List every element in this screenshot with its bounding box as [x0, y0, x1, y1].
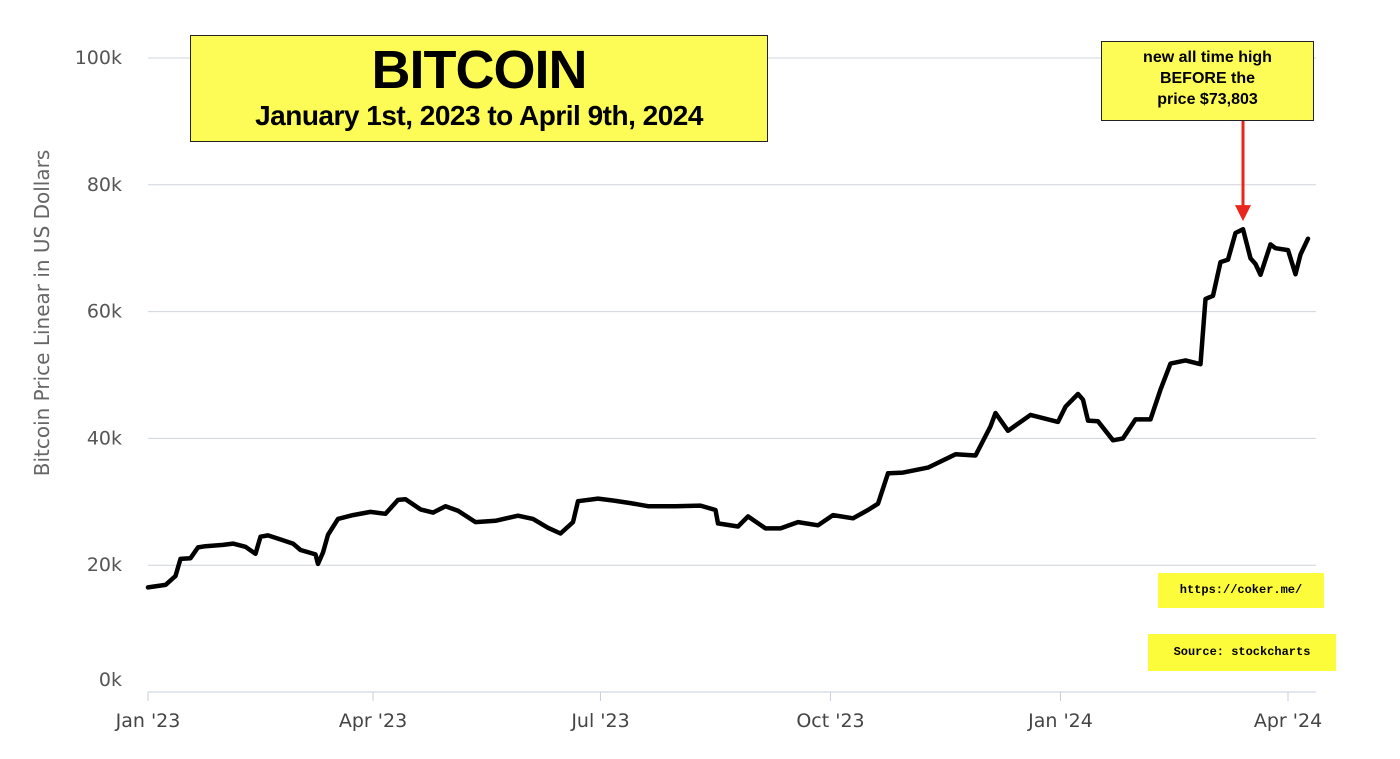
y-axis-label: Bitcoin Price Linear in US Dollars	[30, 150, 54, 477]
x-tick-label: Apr '23	[339, 710, 407, 732]
y-tick-label: 80k	[87, 174, 122, 196]
y-tick-label: 40k	[87, 427, 122, 449]
y-tick-label: 0k	[99, 669, 122, 691]
chart-subtitle: January 1st, 2023 to April 9th, 2024	[255, 100, 703, 131]
x-tick-label: Jan '23	[115, 710, 181, 732]
y-tick-label: 20k	[87, 554, 122, 576]
y-tick-label: 60k	[87, 301, 122, 323]
price-series-line	[145, 226, 1311, 590]
ath-annotation-box: new all time high BEFORE the price $73,8…	[1101, 41, 1314, 121]
ath-annotation-line-2: BEFORE the	[1159, 70, 1256, 87]
x-tick-label: Oct '23	[796, 710, 864, 732]
title-box: BITCOIN January 1st, 2023 to April 9th, …	[190, 35, 768, 142]
y-tick-labels: 0k 20k 40k 60k 80k 100k	[75, 47, 122, 691]
source-label: Source: stockcharts	[1148, 634, 1336, 671]
x-tick-label: Apr '24	[1254, 710, 1322, 732]
x-tick-label: Jul '23	[570, 710, 629, 732]
x-axis: Jan '23 Apr '23 Jul '23 Oct '23 Jan '24 Apr '…	[115, 691, 1322, 732]
ath-annotation-line-3: price $73,803	[1157, 91, 1258, 108]
url-label: https://coker.me/	[1158, 573, 1324, 608]
gridlines	[148, 57, 1316, 566]
annotation-arrow-head	[1235, 205, 1251, 222]
y-tick-label: 100k	[75, 47, 122, 69]
ath-annotation-line-1: new all time high	[1143, 49, 1272, 66]
series-group	[145, 226, 1311, 590]
x-tick-label: Jan '24	[1027, 710, 1093, 732]
chart-title: BITCOIN	[371, 40, 588, 100]
annotation-arrow-group	[1235, 121, 1251, 222]
